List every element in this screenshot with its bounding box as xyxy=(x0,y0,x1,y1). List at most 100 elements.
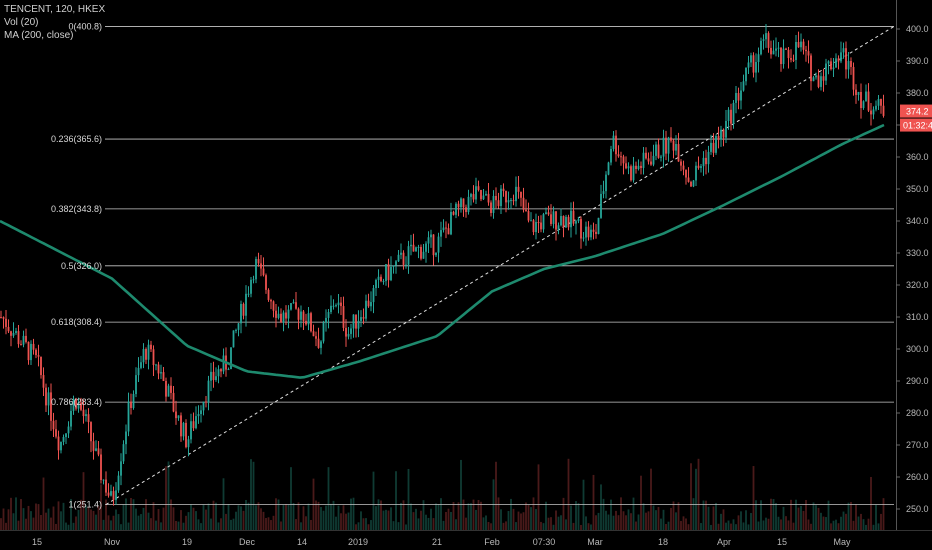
candle-down xyxy=(367,300,370,307)
volume-bar xyxy=(235,511,237,530)
candle-up xyxy=(360,317,362,321)
fib-level-label: 0.382(343.8) xyxy=(51,204,102,214)
candle-up xyxy=(500,188,502,207)
volume-bar xyxy=(187,512,190,530)
volume-bar xyxy=(337,505,340,530)
candle-up xyxy=(437,236,440,253)
volume-bar xyxy=(635,521,637,530)
volume-bar xyxy=(0,518,2,530)
volume-bar xyxy=(715,502,717,530)
candle-up xyxy=(612,135,615,149)
volume-bar xyxy=(562,497,565,530)
candle-up xyxy=(455,203,457,215)
candle-up xyxy=(160,372,162,374)
candle-down xyxy=(697,165,700,168)
volume-bar xyxy=(415,508,417,530)
candle-down xyxy=(505,191,507,203)
volume-bar xyxy=(30,511,32,530)
ma-indicator-label[interactable]: MA (200, close) xyxy=(4,30,74,41)
candle-down xyxy=(452,211,455,215)
volume-bar xyxy=(550,517,552,530)
volume-bar xyxy=(855,504,857,530)
candle-down xyxy=(7,326,10,332)
candle-down xyxy=(205,401,207,403)
candle-down xyxy=(672,140,675,151)
volume-bar xyxy=(710,524,712,530)
candle-down xyxy=(212,371,215,381)
candle-down xyxy=(0,317,2,318)
candle-down xyxy=(850,61,852,67)
candle-up xyxy=(642,152,645,168)
volume-bar xyxy=(280,521,282,530)
price-axis-border xyxy=(0,0,932,531)
candle-up xyxy=(485,193,487,196)
candle-up xyxy=(327,312,330,318)
volume-bar xyxy=(240,506,242,530)
candle-up xyxy=(60,441,62,451)
volume-indicator-label[interactable]: Vol (20) xyxy=(4,17,39,28)
symbol-title[interactable]: TENCENT, 120, HKEX xyxy=(4,4,106,15)
candle-down xyxy=(420,246,422,259)
volume-bar xyxy=(610,499,612,530)
volume-bar xyxy=(722,509,725,530)
volume-bar xyxy=(615,510,617,530)
volume-bar xyxy=(497,497,500,530)
volume-bar xyxy=(557,516,560,530)
candle-down xyxy=(480,189,482,200)
volume-bars xyxy=(0,458,885,530)
candle-down xyxy=(242,303,245,316)
candle-up xyxy=(435,252,437,256)
candle-down xyxy=(635,165,637,170)
candle-up xyxy=(732,102,735,124)
volume-bar xyxy=(675,512,677,530)
candle-up xyxy=(440,230,442,237)
volume-bar xyxy=(455,519,457,530)
volume-bar xyxy=(325,505,327,530)
volume-bar xyxy=(47,508,50,530)
volume-bar xyxy=(842,511,845,530)
volume-bar xyxy=(362,518,365,530)
candle-down xyxy=(677,144,680,162)
candle-down xyxy=(807,51,810,56)
candle-up xyxy=(337,302,340,306)
candle-down xyxy=(472,194,475,200)
price-tick-label: 270.0 xyxy=(906,440,929,450)
candle-down xyxy=(35,349,37,356)
candle-up xyxy=(510,200,512,202)
candle-up xyxy=(740,90,742,101)
volume-bar xyxy=(95,514,97,530)
time-tick-label: Apr xyxy=(717,537,731,547)
candle-up xyxy=(507,200,510,203)
candle-down xyxy=(5,318,7,327)
candle-down xyxy=(737,93,740,101)
volume-bar xyxy=(277,499,280,530)
candle-up xyxy=(450,211,452,235)
volume-bar xyxy=(402,500,405,530)
price-tick-label: 380.0 xyxy=(906,88,929,98)
volume-bar xyxy=(570,505,572,530)
candle-up xyxy=(710,142,712,152)
volume-bar xyxy=(812,502,815,530)
candle-up xyxy=(707,151,710,165)
volume-bar xyxy=(617,515,620,530)
volume-bar xyxy=(405,524,407,530)
volume-bar xyxy=(480,501,482,530)
candle-down xyxy=(645,152,647,159)
volume-bar xyxy=(110,520,112,530)
candle-down xyxy=(805,49,807,52)
volume-bar xyxy=(395,471,397,530)
time-tick-label: 18 xyxy=(658,537,668,547)
time-axis: 15 Nov 19 Dec 14 2019 21 Feb 07:30 Mar 18 Apr 15 May xyxy=(32,537,851,547)
volume-bar xyxy=(310,519,312,530)
trend-line xyxy=(105,26,895,505)
volume-bar xyxy=(380,500,382,530)
candle-up xyxy=(67,426,70,434)
fib-level-label: 1(251.4) xyxy=(68,500,102,510)
volume-bar xyxy=(827,500,830,530)
volume-bar xyxy=(545,501,547,530)
candle-up xyxy=(65,433,67,438)
fib-trend-line[interactable] xyxy=(105,26,895,505)
price-tick-label: 400.0 xyxy=(906,24,929,34)
candle-down xyxy=(170,385,172,393)
